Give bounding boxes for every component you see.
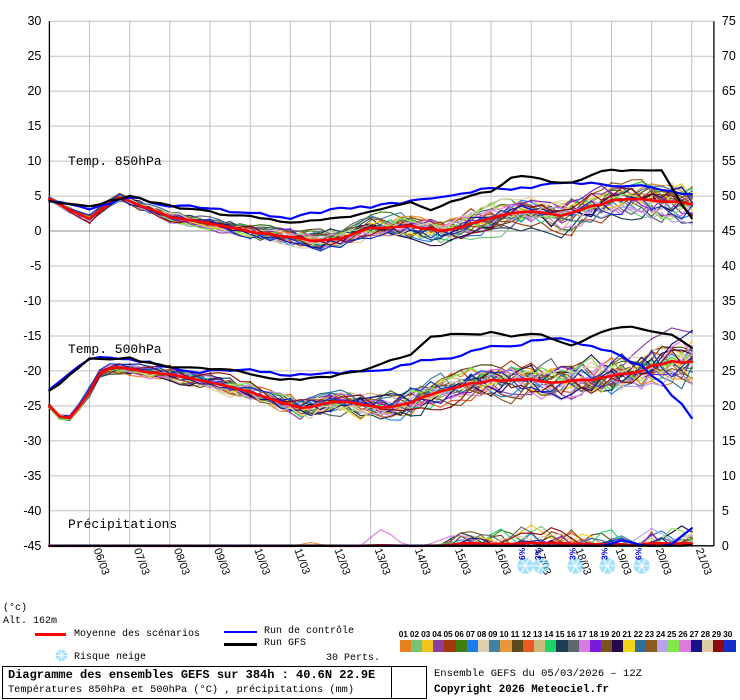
svg-text:35: 35 (722, 294, 736, 308)
svg-text:70: 70 (722, 49, 736, 63)
svg-text:15: 15 (27, 119, 41, 133)
svg-text:5: 5 (722, 504, 729, 518)
svg-text:15: 15 (722, 434, 736, 448)
svg-text:6%: 6% (634, 547, 644, 560)
svg-text:-15: -15 (23, 329, 41, 343)
svg-text:6%: 6% (517, 547, 527, 560)
svg-text:3%: 3% (600, 547, 610, 560)
svg-text:0: 0 (722, 539, 729, 553)
svg-text:50: 50 (722, 189, 736, 203)
svg-text:30: 30 (722, 329, 736, 343)
svg-text:3%: 3% (533, 547, 543, 560)
svg-text:75: 75 (722, 14, 736, 28)
svg-text:-45: -45 (23, 539, 41, 553)
svg-text:-40: -40 (23, 504, 41, 518)
svg-text:60: 60 (722, 119, 736, 133)
svg-text:25: 25 (27, 49, 41, 63)
svg-text:45: 45 (722, 224, 736, 238)
svg-text:Précipitations: Précipitations (68, 517, 177, 532)
svg-text:-5: -5 (30, 259, 41, 273)
svg-text:10: 10 (722, 469, 736, 483)
svg-text:30: 30 (27, 14, 41, 28)
svg-text:25: 25 (722, 364, 736, 378)
svg-text:20: 20 (722, 399, 736, 413)
svg-text:-30: -30 (23, 434, 41, 448)
svg-text:-25: -25 (23, 399, 41, 413)
svg-text:Temp. 500hPa: Temp. 500hPa (68, 342, 162, 357)
svg-text:-35: -35 (23, 469, 41, 483)
svg-text:55: 55 (722, 154, 736, 168)
svg-text:0: 0 (34, 224, 41, 238)
svg-text:65: 65 (722, 84, 736, 98)
svg-text:40: 40 (722, 259, 736, 273)
svg-text:5: 5 (34, 189, 41, 203)
svg-text:-20: -20 (23, 364, 41, 378)
svg-text:-10: -10 (23, 294, 41, 308)
svg-text:3%: 3% (567, 547, 577, 560)
svg-text:20: 20 (27, 84, 41, 98)
svg-text:Temp. 850hPa: Temp. 850hPa (68, 154, 162, 169)
svg-text:10: 10 (27, 154, 41, 168)
